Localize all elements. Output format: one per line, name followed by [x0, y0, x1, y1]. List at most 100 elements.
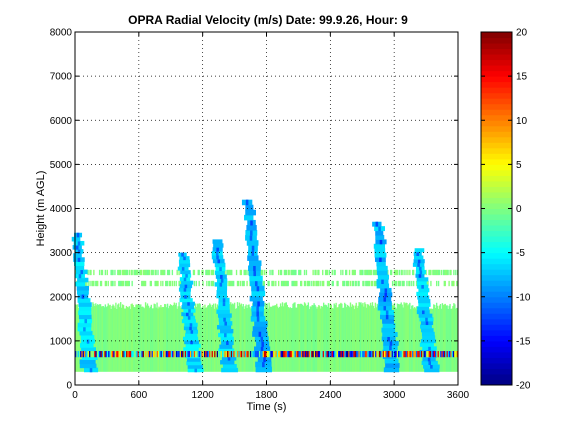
heatmap-patch-cell: [208, 280, 210, 287]
heatmap-plume-cell: [79, 343, 94, 348]
heatmap-noise-cell: [82, 351, 85, 358]
heatmap-noise-cell: [230, 351, 233, 358]
heatmap-patch-cell: [239, 280, 242, 287]
heatmap-background-column: [413, 307, 416, 372]
heatmap-noise-cell: [94, 351, 96, 358]
heatmap-noise-cell: [229, 351, 232, 358]
heatmap-noise-cell: [211, 351, 214, 358]
heatmap-background-column: [109, 304, 111, 372]
heatmap-noise-cell: [132, 351, 135, 358]
heatmap-noise-cell: [322, 351, 325, 358]
heatmap-patch-cell: [374, 269, 377, 276]
heatmap-background-column: [113, 305, 115, 372]
heatmap-background-column: [405, 302, 407, 372]
heatmap-plume-cell: [178, 259, 190, 264]
heatmap-noise-cell: [77, 351, 80, 358]
heatmap-background-column: [376, 303, 378, 372]
heatmap-patch-cell: [161, 269, 163, 276]
heatmap-background-column: [137, 304, 139, 372]
colorbar-swatch: [481, 114, 512, 121]
heatmap-patch-cell: [180, 280, 182, 287]
heatmap-noise-cell: [304, 351, 307, 358]
heatmap-background-column: [287, 307, 289, 372]
heatmap-background-column: [406, 302, 408, 372]
heatmap-background-column: [178, 302, 180, 372]
heatmap-patch-cell: [192, 269, 195, 276]
heatmap-noise-cell: [122, 351, 124, 358]
heatmap-noise-cell: [159, 351, 161, 358]
heatmap-plume-cell: [185, 343, 201, 348]
colorbar-swatch: [481, 158, 512, 165]
heatmap-background-column: [396, 303, 399, 372]
heatmap-noise-cell: [178, 351, 180, 358]
heatmap-patch-cell: [363, 280, 365, 287]
heatmap-cells: [71, 199, 459, 373]
heatmap-patch-cell: [453, 269, 455, 276]
colorbar-swatch: [481, 280, 512, 287]
heatmap-background-column: [404, 303, 406, 372]
heatmap-plume-core: [257, 300, 260, 307]
heatmap-noise-cell: [349, 351, 352, 358]
heatmap-patch-cell: [291, 280, 293, 287]
heatmap-noise-cell: [327, 351, 330, 358]
heatmap-noise-cell: [286, 351, 289, 358]
heatmap-background-column: [277, 306, 279, 372]
heatmap-plume-cell: [378, 301, 392, 307]
heatmap-background-column: [217, 306, 220, 372]
heatmap-patch-cell: [411, 280, 413, 287]
heatmap-background-column: [146, 303, 149, 372]
heatmap-patch-cell: [269, 269, 271, 276]
heatmap-background-column: [397, 304, 400, 372]
heatmap-patch-cell: [391, 280, 394, 287]
heatmap-noise-cell: [452, 351, 455, 358]
heatmap-background-column: [305, 305, 308, 372]
heatmap-plume-core: [427, 357, 431, 362]
heatmap-background-column: [337, 307, 339, 372]
heatmap-patch-cell: [168, 280, 171, 287]
heatmap-background-column: [314, 304, 316, 372]
heatmap-plume-cell: [74, 265, 85, 271]
heatmap-noise-cell: [369, 351, 372, 358]
colorbar-swatch: [481, 346, 512, 353]
colorbar-swatch: [481, 59, 512, 66]
heatmap-plume-cell: [218, 305, 230, 310]
heatmap-patch-cell: [282, 280, 285, 287]
heatmap-noise-cell: [355, 351, 358, 358]
colorbar-swatch: [481, 164, 512, 171]
heatmap-patch-cell: [165, 280, 168, 287]
colorbar-swatch: [481, 120, 512, 127]
heatmap-noise-cell: [266, 351, 269, 358]
heatmap-plume-cell: [381, 327, 396, 333]
heatmap-background-column: [347, 306, 350, 372]
heatmap-patch-cell: [126, 280, 129, 287]
heatmap-background-column: [324, 304, 327, 372]
heatmap-patch-cell: [230, 269, 232, 276]
colorbar-swatch: [481, 109, 512, 116]
heatmap-noise-cell: [267, 351, 270, 358]
heatmap-background-column: [179, 306, 181, 372]
heatmap-noise-cell: [174, 351, 177, 358]
heatmap-patch-cell: [205, 269, 207, 276]
heatmap-plume-cell: [185, 333, 198, 338]
heatmap-patch-cell: [435, 269, 437, 276]
heatmap-background-column: [351, 304, 354, 372]
heatmap-patch-cell: [152, 269, 154, 276]
colorbar-swatch: [481, 147, 512, 154]
heatmap-noise-cell: [445, 351, 447, 358]
heatmap-plume-cell: [249, 295, 263, 302]
heatmap-noise-cell: [332, 351, 335, 358]
heatmap-background-column: [95, 303, 97, 372]
heatmap-patch-cell: [135, 269, 137, 276]
heatmap-background-column: [298, 303, 300, 372]
heatmap-background-column: [377, 307, 379, 372]
heatmap-noise-cell: [182, 351, 184, 358]
heatmap-background-column: [164, 303, 166, 372]
heatmap-noise-cell: [292, 351, 294, 358]
heatmap-patch-cell: [123, 269, 126, 276]
heatmap-plume-cell: [179, 263, 191, 268]
heatmap-noise-cell: [354, 351, 357, 358]
heatmap-background-column: [412, 308, 415, 372]
heatmap-patch-cell: [128, 280, 130, 287]
heatmap-noise-cell: [263, 351, 266, 358]
heatmap-patch-cell: [230, 280, 232, 287]
